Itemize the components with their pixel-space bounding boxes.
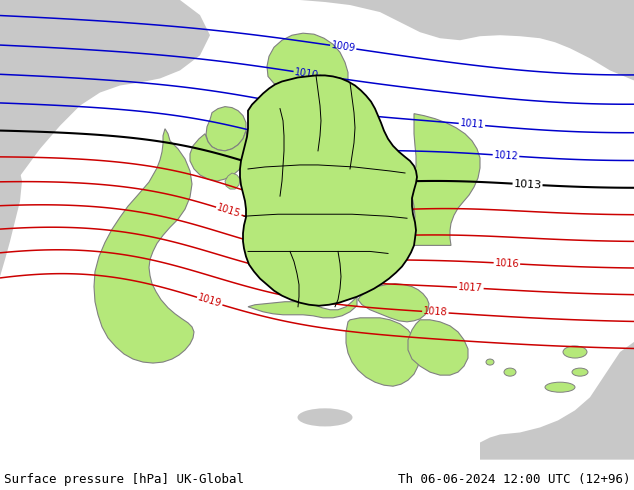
Text: 1009: 1009 bbox=[330, 40, 356, 54]
Polygon shape bbox=[267, 33, 348, 84]
Polygon shape bbox=[358, 284, 429, 322]
Ellipse shape bbox=[572, 368, 588, 376]
Polygon shape bbox=[225, 173, 240, 189]
Polygon shape bbox=[350, 168, 418, 227]
Polygon shape bbox=[0, 0, 210, 231]
Text: 1014: 1014 bbox=[383, 204, 408, 215]
Text: 1011: 1011 bbox=[459, 119, 484, 130]
Text: 1016: 1016 bbox=[495, 258, 519, 269]
Ellipse shape bbox=[486, 359, 494, 365]
Text: 1012: 1012 bbox=[493, 150, 519, 161]
Polygon shape bbox=[240, 75, 417, 306]
Polygon shape bbox=[0, 0, 22, 460]
Text: 1013: 1013 bbox=[514, 179, 542, 190]
Polygon shape bbox=[408, 320, 468, 375]
Ellipse shape bbox=[297, 408, 353, 426]
Ellipse shape bbox=[504, 368, 516, 376]
Text: 1019: 1019 bbox=[197, 293, 223, 310]
Polygon shape bbox=[206, 107, 246, 151]
Polygon shape bbox=[346, 318, 420, 386]
Polygon shape bbox=[190, 131, 248, 181]
Text: 1018: 1018 bbox=[423, 306, 448, 318]
Text: 1017: 1017 bbox=[458, 282, 483, 294]
Text: Th 06-06-2024 12:00 UTC (12+96): Th 06-06-2024 12:00 UTC (12+96) bbox=[398, 473, 630, 487]
Text: 1010: 1010 bbox=[294, 67, 320, 80]
Text: 1015: 1015 bbox=[216, 203, 242, 220]
Polygon shape bbox=[300, 0, 634, 80]
Polygon shape bbox=[248, 296, 357, 318]
Polygon shape bbox=[412, 114, 480, 245]
Ellipse shape bbox=[545, 382, 575, 392]
Text: Surface pressure [hPa] UK-Global: Surface pressure [hPa] UK-Global bbox=[4, 473, 244, 487]
Ellipse shape bbox=[563, 346, 587, 358]
Polygon shape bbox=[94, 129, 194, 363]
Polygon shape bbox=[480, 342, 634, 460]
